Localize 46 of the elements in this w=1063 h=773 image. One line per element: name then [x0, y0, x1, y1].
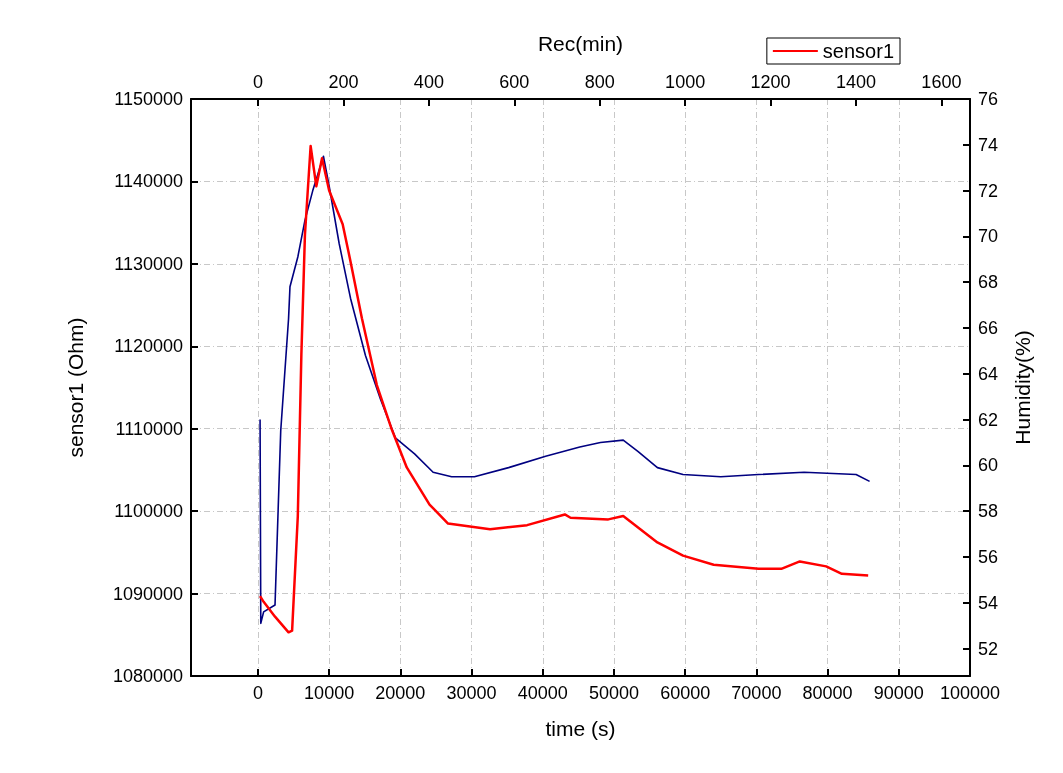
y-tick-label: 1130000: [114, 253, 183, 274]
x2-tick-label: 1400: [835, 72, 876, 92]
x-tick-label: 100000: [939, 683, 1001, 703]
x2-tick-label: 400: [413, 72, 444, 92]
x2-tick-label: 600: [499, 72, 530, 92]
x-tick-label: 40000: [517, 683, 568, 703]
y2-tick-label: 74: [978, 134, 999, 155]
y2-tick-label: 68: [978, 272, 999, 293]
x-tick-label: 20000: [375, 683, 426, 703]
y2-tick-label: 76: [978, 89, 999, 109]
x2-tick-label: 0: [253, 72, 264, 92]
y2-tick-label: 60: [978, 455, 999, 476]
y2-tick-label: 72: [978, 180, 999, 201]
x-tick-label: 80000: [802, 683, 853, 703]
y2-tick-label: 54: [978, 592, 999, 613]
x-tick-label: 90000: [873, 683, 924, 703]
x2-tick-label: 1200: [750, 72, 791, 92]
x-tick-label: 10000: [304, 683, 355, 703]
y2-tick-label: 70: [978, 226, 999, 247]
y-tick-label: 1080000: [112, 666, 183, 686]
y2-axis-title: Humidity(%): [1011, 330, 1034, 445]
x-tick-label: 70000: [731, 683, 782, 703]
x2-tick-label: 1600: [921, 72, 962, 92]
legend-label: sensor1: [822, 40, 894, 62]
x-axis-title: time (s): [545, 717, 616, 740]
y2-tick-label: 66: [978, 317, 999, 338]
y-tick-label: 1150000: [114, 89, 183, 109]
y2-tick-label: 56: [978, 546, 999, 567]
y2-tick-label: 52: [978, 638, 999, 659]
y-tick-label: 1110000: [115, 418, 183, 439]
x-tick-label: 30000: [446, 683, 497, 703]
x-tick-label: 50000: [588, 683, 639, 703]
x-tick-label: 60000: [660, 683, 711, 703]
y-tick-label: 1090000: [112, 583, 183, 604]
x2-tick-label: 1000: [665, 72, 706, 92]
y-tick-label: 1140000: [114, 171, 183, 192]
y-tick-label: 1120000: [114, 336, 183, 357]
x2-tick-label: 200: [328, 72, 359, 92]
y-tick-label: 1100000: [114, 501, 183, 522]
x-tick-label: 0: [252, 683, 263, 703]
y2-tick-label: 64: [978, 363, 999, 384]
y-axis-title: sensor1 (Ohm): [64, 317, 87, 458]
x2-tick-label: 800: [584, 72, 615, 92]
x2-axis-title: Rec(min): [537, 32, 624, 55]
y2-tick-label: 58: [978, 501, 999, 522]
y2-tick-label: 62: [978, 409, 999, 430]
